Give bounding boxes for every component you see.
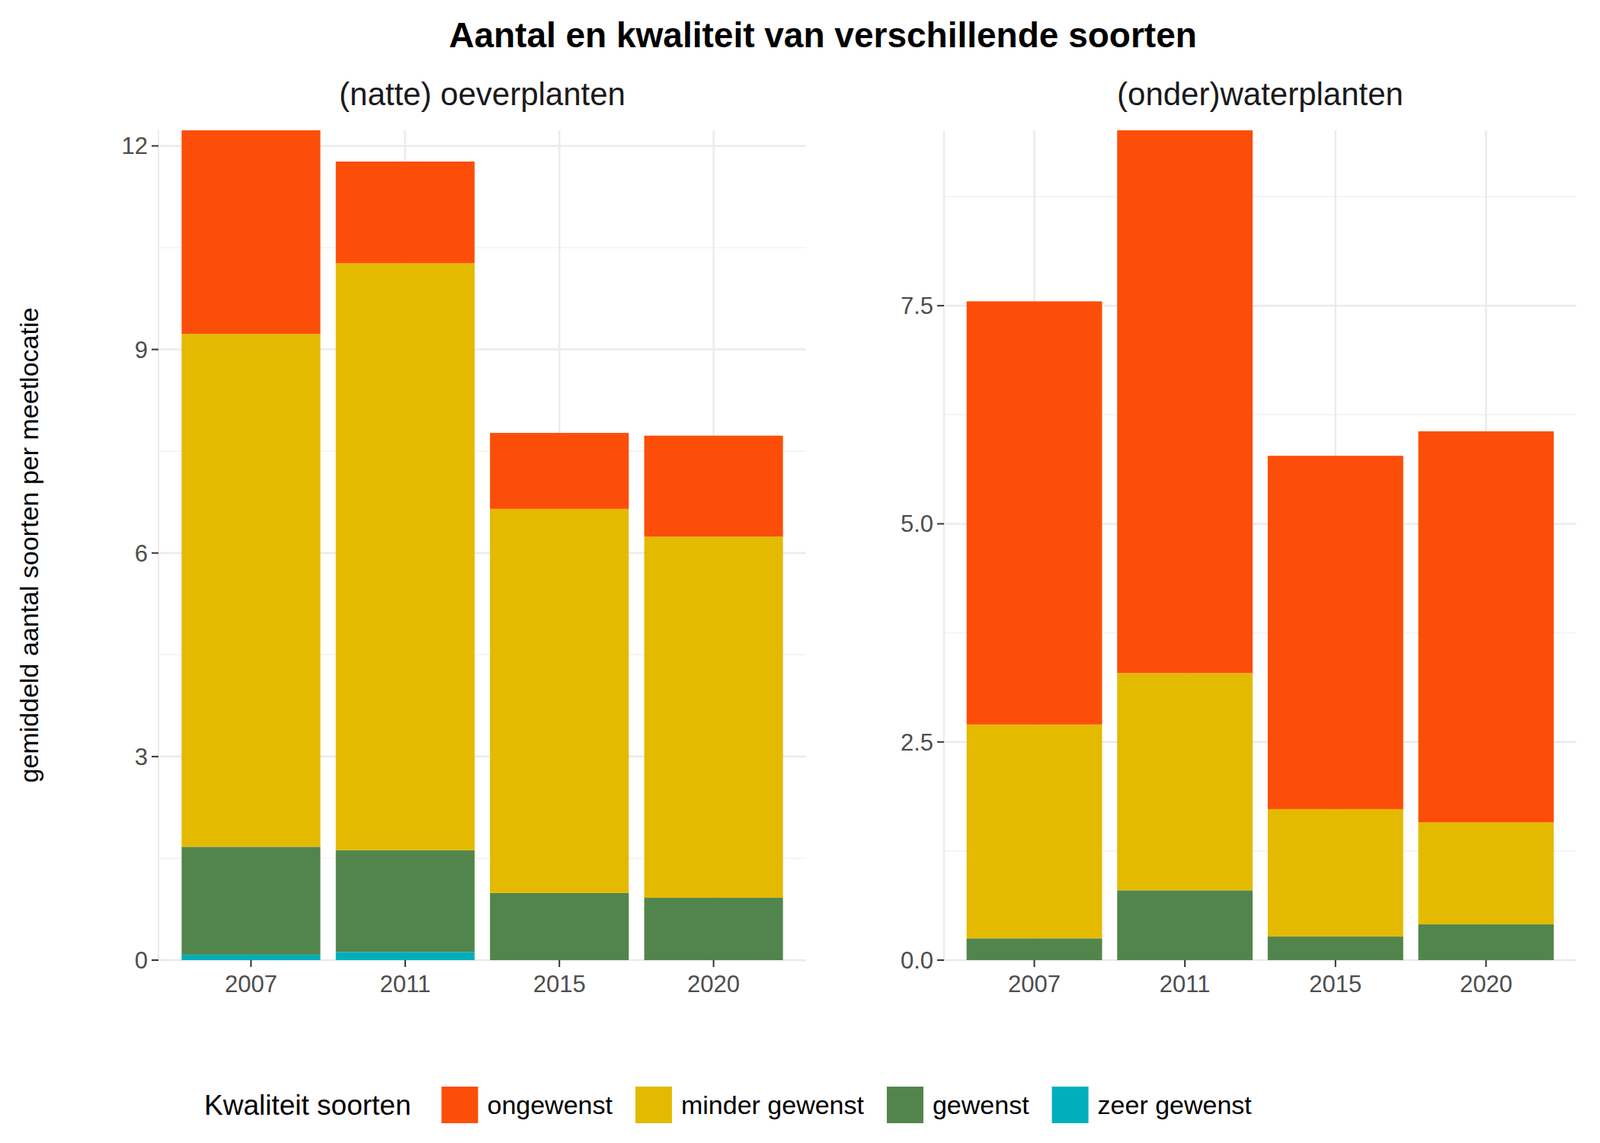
- x-tick: [404, 960, 407, 967]
- x-tick-label: 2020: [687, 970, 740, 998]
- y-tick-label: 0: [134, 947, 148, 974]
- bar: [181, 130, 320, 334]
- bar: [489, 508, 629, 893]
- bar: [1267, 455, 1404, 810]
- y-tick: [151, 552, 159, 554]
- x-tick: [1334, 960, 1337, 967]
- bars: [966, 130, 1555, 960]
- y-tick: [937, 522, 944, 525]
- bar: [966, 300, 1103, 724]
- y-tick-label: 5.0: [900, 510, 934, 538]
- x-tick: [558, 960, 560, 967]
- x-tick: [1484, 960, 1487, 967]
- bar: [1116, 672, 1253, 890]
- legend-key: [441, 1086, 478, 1124]
- legend: Kwaliteit soorten ongewenst minder gewenst…: [204, 1086, 1252, 1124]
- x-tick: [713, 960, 715, 967]
- x-tick-label: 2015: [533, 970, 586, 998]
- bar: [181, 954, 320, 960]
- y-tick: [151, 144, 159, 147]
- x-tick: [249, 960, 252, 967]
- bar: [966, 724, 1103, 939]
- bar: [1418, 822, 1555, 925]
- bar: [336, 161, 475, 264]
- y-tick: [937, 741, 944, 743]
- y-tick-label: 6: [134, 540, 148, 567]
- bar: [1418, 924, 1555, 960]
- bar: [181, 333, 320, 847]
- x-tick-label: 2020: [1459, 970, 1513, 998]
- legend-label: ongewenst: [486, 1090, 613, 1120]
- y-tick-label: 9: [134, 336, 148, 364]
- x-tick: [1033, 960, 1036, 967]
- panel: (onder)waterplanten 0.0 2.5 5.0 7.5 2007 2011 2…: [900, 76, 1577, 998]
- legend-label: minder gewenst: [681, 1090, 865, 1120]
- y-tick-label: 3: [134, 743, 148, 771]
- bar: [336, 850, 475, 953]
- x-tick-label: 2011: [1159, 970, 1211, 998]
- y-tick-label: 7.5: [900, 292, 934, 320]
- y-axis-label: gemiddeld aantal soorten per meetlocatie: [14, 307, 44, 784]
- bar: [1418, 431, 1555, 823]
- bar: [644, 536, 784, 898]
- y-tick-label: 0.0: [900, 947, 934, 974]
- y-tick-label: 2.5: [900, 729, 934, 756]
- y-tick: [151, 348, 159, 351]
- legend-label: zeer gewenst: [1097, 1090, 1253, 1120]
- y-tick: [151, 755, 159, 758]
- x-tick-label: 2007: [224, 970, 278, 998]
- bar: [1267, 809, 1404, 937]
- bar: [336, 263, 475, 851]
- legend-label: gewenst: [932, 1090, 1030, 1120]
- bar: [489, 892, 629, 960]
- chart: Aantal en kwaliteit van verschillende so…: [0, 0, 1600, 1143]
- panel-title: (natte) oeverplanten: [339, 76, 626, 112]
- y-axis-line: [157, 130, 160, 960]
- bar: [489, 432, 629, 509]
- y-tick: [151, 959, 159, 961]
- bar: [1116, 889, 1253, 960]
- x-tick-label: 2011: [379, 970, 431, 998]
- x-tick: [1184, 960, 1186, 967]
- x-tick-label: 2007: [1008, 970, 1061, 998]
- legend-key: [886, 1086, 924, 1124]
- legend-key: [1052, 1086, 1089, 1124]
- y-tick: [937, 959, 944, 961]
- y-axis-line: [943, 130, 945, 960]
- panel: (natte) oeverplanten 0 3 6 9 12 2007 2011 2015 20…: [121, 76, 807, 998]
- legend-title: Kwaliteit soorten: [204, 1089, 411, 1121]
- minor-grid: [944, 195, 1577, 198]
- bar: [1116, 130, 1253, 673]
- bars: [181, 130, 783, 960]
- bar: [966, 937, 1103, 960]
- bar: [1267, 936, 1404, 960]
- bar: [336, 951, 475, 960]
- bar: [644, 435, 784, 538]
- bar: [181, 846, 320, 955]
- y-tick: [937, 304, 944, 307]
- y-tick-label: 12: [121, 132, 148, 160]
- bar: [644, 897, 784, 960]
- legend-key: [635, 1086, 672, 1124]
- panel-title: (onder)waterplanten: [1116, 76, 1404, 112]
- title: Aantal en kwaliteit van verschillende so…: [448, 15, 1197, 55]
- x-tick-label: 2015: [1308, 970, 1362, 998]
